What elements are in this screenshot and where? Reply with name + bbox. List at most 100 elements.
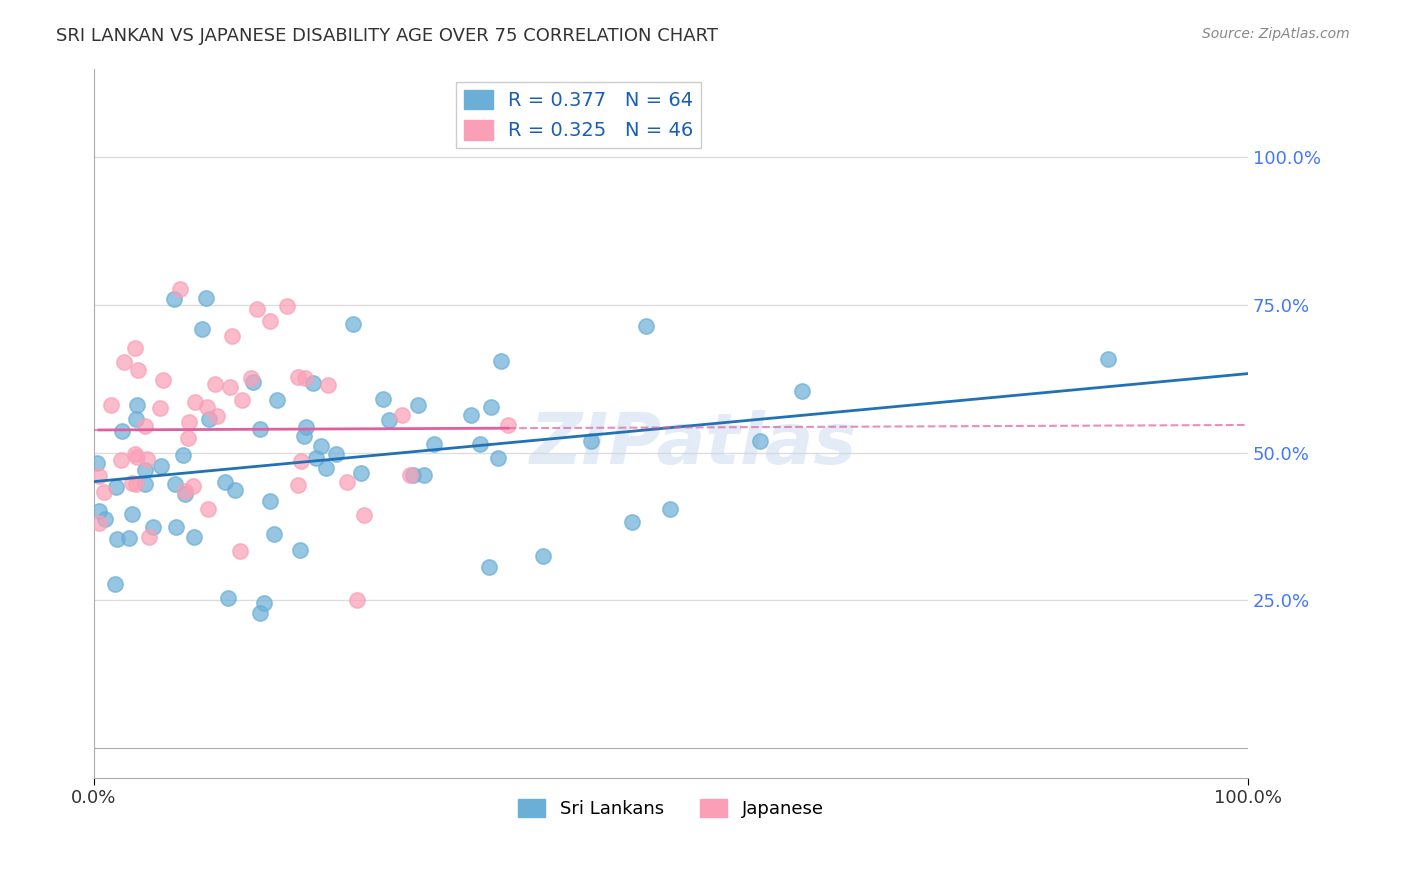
Japanese — [221, 328, 243, 343]
Japanese — [294, 370, 316, 384]
Japanese — [127, 363, 149, 377]
Sri Lankans — [124, 412, 146, 426]
Japanese — [87, 516, 110, 530]
Sri Lankans — [173, 486, 195, 500]
Japanese — [184, 394, 207, 409]
Sri Lankans — [249, 606, 271, 620]
Sri Lankans — [134, 477, 156, 491]
Japanese — [112, 355, 135, 369]
Sri Lankans — [134, 463, 156, 477]
Sri Lankans — [105, 532, 128, 546]
Sri Lankans — [486, 450, 509, 465]
Sri Lankans — [636, 318, 658, 333]
Japanese — [391, 408, 413, 422]
Sri Lankans — [172, 449, 194, 463]
Sri Lankans — [121, 507, 143, 521]
Sri Lankans — [191, 322, 214, 336]
Japanese — [121, 476, 143, 491]
Sri Lankans — [253, 596, 276, 610]
Sri Lankans — [305, 450, 328, 465]
Sri Lankans — [104, 480, 127, 494]
Japanese — [346, 593, 368, 607]
Sri Lankans — [406, 398, 429, 412]
Japanese — [276, 299, 298, 313]
Sri Lankans — [412, 468, 434, 483]
Japanese — [240, 371, 263, 385]
Sri Lankans — [263, 526, 285, 541]
Sri Lankans — [266, 393, 288, 408]
Sri Lankans — [86, 456, 108, 470]
Sri Lankans — [104, 576, 127, 591]
Japanese — [197, 502, 219, 516]
Japanese — [205, 409, 228, 423]
Japanese — [134, 419, 156, 434]
Sri Lankans — [163, 477, 186, 491]
Japanese — [287, 370, 309, 384]
Sri Lankans — [489, 353, 512, 368]
Japanese — [287, 478, 309, 492]
Sri Lankans — [166, 520, 188, 534]
Sri Lankans — [315, 461, 337, 475]
Japanese — [496, 417, 519, 432]
Sri Lankans — [402, 467, 425, 482]
Japanese — [179, 415, 201, 429]
Japanese — [195, 400, 218, 414]
Japanese — [125, 476, 148, 491]
Japanese — [246, 302, 269, 317]
Japanese — [169, 282, 191, 296]
Sri Lankans — [295, 419, 318, 434]
Japanese — [181, 479, 204, 493]
Japanese — [127, 450, 149, 464]
Sri Lankans — [249, 422, 271, 436]
Japanese — [110, 453, 132, 467]
Sri Lankans — [288, 542, 311, 557]
Sri Lankans — [378, 413, 401, 427]
Sri Lankans — [125, 398, 148, 412]
Japanese — [219, 380, 242, 394]
Japanese — [136, 451, 159, 466]
Sri Lankans — [342, 317, 364, 331]
Sri Lankans — [479, 400, 502, 414]
Sri Lankans — [224, 483, 246, 497]
Japanese — [93, 485, 115, 500]
Sri Lankans — [194, 292, 217, 306]
Sri Lankans — [790, 384, 813, 398]
Sri Lankans — [749, 434, 772, 448]
Sri Lankans — [183, 530, 205, 544]
Sri Lankans — [350, 466, 373, 480]
Japanese — [259, 314, 281, 328]
Sri Lankans — [531, 549, 554, 563]
Sri Lankans — [292, 428, 315, 442]
Japanese — [398, 468, 420, 483]
Japanese — [100, 398, 122, 412]
Sri Lankans — [162, 292, 184, 306]
Sri Lankans — [659, 501, 682, 516]
Sri Lankans — [1097, 352, 1119, 367]
Japanese — [177, 431, 200, 445]
Sri Lankans — [309, 439, 332, 453]
Sri Lankans — [259, 493, 281, 508]
Japanese — [353, 508, 375, 523]
Legend: Sri Lankans, Japanese: Sri Lankans, Japanese — [510, 791, 831, 825]
Sri Lankans — [118, 531, 141, 545]
Japanese — [228, 544, 250, 558]
Sri Lankans — [470, 437, 492, 451]
Text: ZIPatlas: ZIPatlas — [530, 409, 858, 479]
Sri Lankans — [579, 434, 602, 449]
Sri Lankans — [218, 591, 240, 606]
Sri Lankans — [478, 560, 501, 574]
Japanese — [316, 377, 339, 392]
Text: Source: ZipAtlas.com: Source: ZipAtlas.com — [1202, 27, 1350, 41]
Japanese — [149, 401, 172, 415]
Sri Lankans — [149, 459, 172, 474]
Sri Lankans — [214, 475, 236, 490]
Text: SRI LANKAN VS JAPANESE DISABILITY AGE OVER 75 CORRELATION CHART: SRI LANKAN VS JAPANESE DISABILITY AGE OV… — [56, 27, 718, 45]
Japanese — [173, 484, 195, 499]
Japanese — [152, 373, 174, 387]
Sri Lankans — [373, 392, 395, 407]
Sri Lankans — [94, 511, 117, 525]
Japanese — [290, 454, 312, 468]
Sri Lankans — [198, 411, 221, 425]
Japanese — [204, 376, 226, 391]
Japanese — [138, 529, 160, 543]
